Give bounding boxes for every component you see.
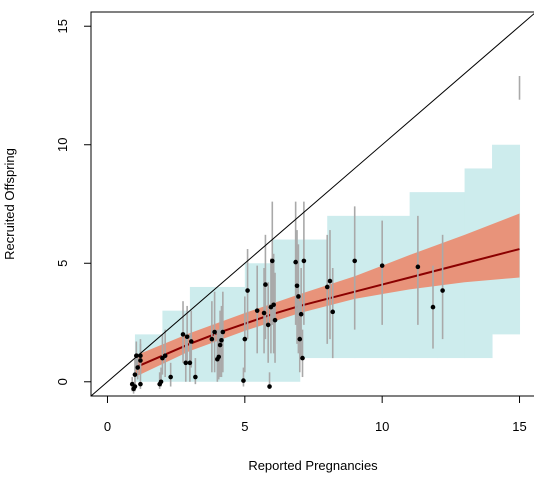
data-point bbox=[216, 354, 222, 360]
data-point bbox=[158, 379, 164, 385]
data-point bbox=[138, 353, 143, 359]
data-point bbox=[184, 334, 190, 340]
data-point bbox=[254, 308, 260, 313]
data-point bbox=[132, 384, 138, 389]
plot-content bbox=[91, 13, 534, 396]
data-point bbox=[138, 358, 143, 363]
y-axis-title: Recruited Offspring bbox=[2, 148, 17, 260]
data-points bbox=[129, 258, 445, 392]
data-point bbox=[269, 258, 275, 264]
data-point bbox=[180, 332, 186, 337]
data-point bbox=[219, 337, 224, 343]
data-point bbox=[352, 258, 358, 264]
data-point bbox=[271, 302, 276, 308]
y-axis: 0 5 10 15 bbox=[55, 19, 92, 385]
data-point bbox=[138, 381, 143, 387]
data-point bbox=[301, 258, 307, 264]
data-point bbox=[298, 311, 304, 317]
data-point bbox=[293, 259, 298, 265]
reference-line bbox=[91, 13, 534, 396]
data-point bbox=[327, 278, 333, 284]
x-tick-label: 0 bbox=[104, 419, 111, 434]
x-axis-title: Reported Pregnancies bbox=[248, 458, 378, 473]
y-tick-label: 0 bbox=[55, 378, 70, 385]
data-point bbox=[297, 336, 303, 342]
data-point bbox=[296, 294, 301, 299]
data-point bbox=[272, 317, 278, 323]
data-point bbox=[242, 336, 248, 342]
data-point bbox=[241, 378, 246, 383]
data-point bbox=[430, 304, 436, 310]
data-point bbox=[294, 283, 300, 289]
data-point bbox=[263, 282, 268, 287]
data-point bbox=[324, 284, 330, 290]
y-tick-label: 5 bbox=[55, 260, 70, 267]
data-point bbox=[134, 353, 139, 359]
data-point bbox=[168, 374, 173, 380]
x-tick-label: 15 bbox=[512, 419, 526, 434]
data-point bbox=[187, 360, 193, 366]
y-tick-label: 15 bbox=[55, 19, 70, 33]
data-point bbox=[415, 264, 421, 270]
data-point bbox=[267, 384, 272, 389]
y-tick-label: 10 bbox=[55, 138, 70, 152]
data-point bbox=[440, 288, 445, 293]
data-point bbox=[245, 288, 250, 293]
x-tick-label: 10 bbox=[375, 419, 389, 434]
data-point bbox=[212, 329, 217, 335]
data-point bbox=[300, 355, 305, 361]
data-point bbox=[193, 374, 198, 380]
x-tick-label: 5 bbox=[241, 419, 248, 434]
data-point bbox=[261, 310, 267, 316]
data-point bbox=[183, 360, 189, 366]
data-point bbox=[132, 372, 138, 377]
data-point bbox=[135, 365, 140, 370]
data-point bbox=[265, 322, 271, 328]
data-point bbox=[209, 336, 215, 342]
data-point bbox=[188, 339, 194, 344]
data-point bbox=[220, 329, 226, 335]
data-point bbox=[379, 263, 385, 268]
data-point bbox=[217, 342, 223, 348]
reference-line-layer bbox=[91, 13, 534, 396]
data-point bbox=[162, 353, 168, 359]
x-axis: 0 5 10 15 bbox=[104, 395, 527, 434]
data-point bbox=[330, 309, 336, 315]
